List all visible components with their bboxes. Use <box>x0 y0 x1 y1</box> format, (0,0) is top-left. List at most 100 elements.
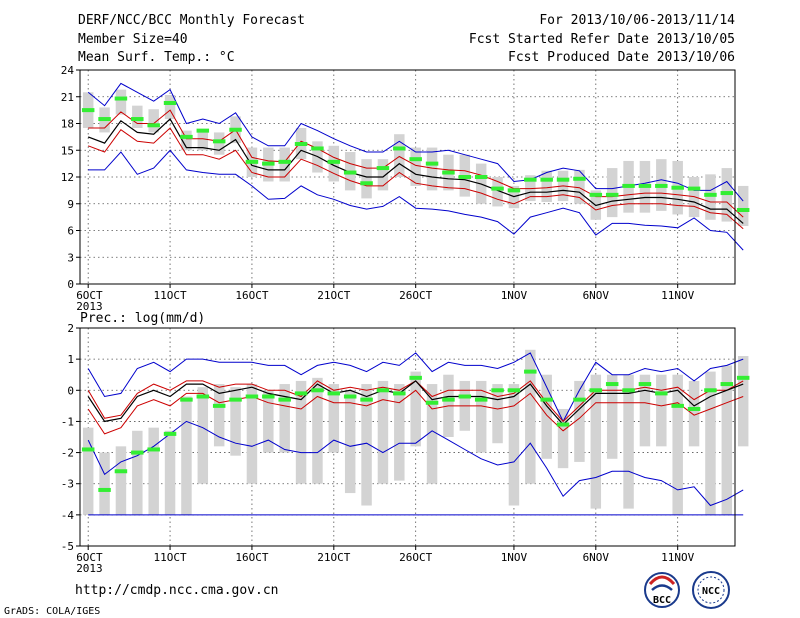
plot-frame <box>79 69 736 285</box>
median-bar <box>491 388 504 393</box>
series-line-mean <box>87 380 744 426</box>
median-bar <box>360 181 373 186</box>
header-title: DERF/NCC/BCC Monthly Forecast <box>78 13 305 28</box>
ensemble-box <box>606 168 618 218</box>
ensemble-box <box>705 371 716 515</box>
ensemble-box <box>394 384 405 481</box>
ensemble-box <box>590 374 602 509</box>
median-bar <box>131 450 144 455</box>
ensemble-box <box>377 380 389 484</box>
ensemble-box <box>377 159 389 191</box>
median-bar <box>376 388 390 393</box>
series-line-lower <box>87 389 744 435</box>
median-bar <box>81 108 95 113</box>
ensemble-box <box>197 130 209 151</box>
plot-frame <box>79 327 736 547</box>
median-bar <box>343 170 357 175</box>
median-bar <box>442 397 455 402</box>
median-bar <box>114 469 128 474</box>
ensemble-box <box>181 130 192 151</box>
median-bar <box>458 394 472 399</box>
median-bar <box>507 388 521 393</box>
median-bar <box>147 123 160 128</box>
median-bar <box>311 388 324 393</box>
ensemble-box <box>688 380 700 447</box>
bcc-logo: BCC <box>644 572 680 608</box>
y-tick-label: 18 <box>61 118 74 131</box>
y-tick-label: -2 <box>61 447 74 460</box>
median-bar <box>163 431 177 436</box>
y-tick-label: 12 <box>61 171 74 184</box>
y-tick-label: 21 <box>61 91 74 104</box>
median-bar <box>573 397 586 402</box>
header-period: For 2013/10/06-2013/11/14 <box>539 13 735 28</box>
median-bar <box>655 183 668 188</box>
x-tick-label: 1NOV <box>501 289 528 302</box>
x-tick-label: 11NOV <box>661 551 694 564</box>
ensemble-box <box>115 446 127 515</box>
median-bar <box>687 186 701 191</box>
x-tick-label: 6OCT <box>76 551 103 564</box>
median-bar <box>163 100 177 105</box>
ensemble-box <box>525 349 536 484</box>
median-bar <box>556 422 570 427</box>
ncc-logo-text: NCC <box>702 586 720 597</box>
x-tick-label: 26OCT <box>399 289 432 302</box>
median-bar <box>589 388 603 393</box>
y-tick-label: 9 <box>67 198 74 211</box>
ensemble-box <box>82 427 94 515</box>
median-bar <box>229 397 242 402</box>
median-bar <box>262 394 275 399</box>
header-member-size: Member Size=40 <box>78 32 188 47</box>
median-bar <box>245 394 259 399</box>
series-line-max <box>87 352 744 423</box>
grads-credit: GrADS: COLA/IGES <box>4 606 100 617</box>
ensemble-box <box>410 147 421 186</box>
ensemble-box <box>263 390 274 453</box>
x-tick-sublabel: 2013 <box>76 300 103 313</box>
y-tick-label: 1 <box>67 353 74 366</box>
median-bar <box>736 207 750 212</box>
median-bar <box>212 139 226 144</box>
median-bar <box>507 188 521 193</box>
y-tick-label: 3 <box>67 251 74 264</box>
ensemble-box <box>246 384 258 484</box>
ensemble-box <box>344 390 356 494</box>
bcc-logo-text: BCC <box>653 595 671 606</box>
ensemble-box <box>164 94 176 120</box>
median-bar <box>245 159 259 164</box>
median-bar <box>327 391 341 396</box>
median-bar <box>131 117 144 122</box>
median-bar <box>720 382 734 387</box>
ensemble-box <box>672 374 683 515</box>
ensemble-box <box>181 396 192 515</box>
series-line-lower <box>88 127 744 230</box>
ensemble-box <box>475 380 487 453</box>
ensemble-box <box>295 380 307 484</box>
y-tick-label: -3 <box>61 478 74 491</box>
median-bar <box>687 406 701 411</box>
ensemble-box <box>328 384 340 453</box>
median-bar <box>425 161 439 166</box>
ensemble-box <box>557 408 569 469</box>
y-tick-label: 0 <box>67 278 74 291</box>
median-bar <box>671 185 684 190</box>
median-bar <box>376 166 390 171</box>
y-tick-label: 2 <box>67 322 74 335</box>
ensemble-box <box>492 384 503 444</box>
median-bar <box>229 127 242 132</box>
ensemble-box <box>148 427 159 515</box>
y-tick-label: 0 <box>67 384 74 397</box>
ensemble-box <box>426 384 438 484</box>
header-variable: Mean Surf. Temp.: °C <box>78 50 235 65</box>
x-tick-label: 11OCT <box>154 289 187 302</box>
ensemble-box <box>312 377 323 484</box>
median-bar <box>605 192 619 197</box>
median-bar <box>98 117 111 122</box>
median-bar <box>196 128 210 133</box>
median-bar <box>278 397 291 402</box>
ensemble-box <box>737 185 749 227</box>
ensemble-box <box>639 374 651 447</box>
median-bar <box>540 177 553 182</box>
